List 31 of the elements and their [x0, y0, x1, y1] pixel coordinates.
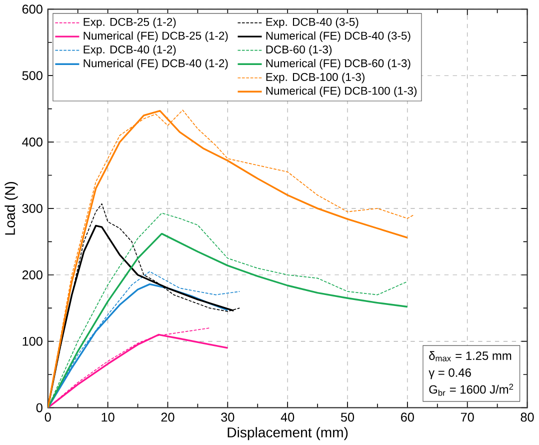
x-axis-title: Displacement (mm) [228, 427, 348, 440]
legend-label: Numerical (FE) DCB-40 (3-5) [266, 31, 410, 42]
y-tick-label: 200 [22, 270, 42, 280]
annotation: γ = 0.46 [428, 368, 471, 380]
x-tick-label: 60 [401, 412, 414, 422]
x-tick-label: 70 [460, 412, 474, 422]
y-axis-title: Load (N) [4, 182, 18, 235]
legend-label: Numerical (FE) DCB-40 (1-2) [84, 59, 228, 70]
y-tick-label: 500 [22, 71, 42, 80]
x-tick-label: 40 [280, 412, 294, 422]
x-tick-label: 30 [221, 412, 234, 422]
y-tick-label: 600 [22, 4, 42, 14]
annotation: G$_{br}$ = 1600 J/m$^{2}$ [429, 384, 514, 396]
y-tick-label: 0 [36, 403, 42, 412]
y-tick-label: 100 [22, 336, 42, 346]
legend-label: Exp. DCB-25 (1-2) [84, 18, 176, 28]
y-tick-label: 300 [22, 204, 42, 213]
x-tick-label: 10 [102, 412, 114, 422]
legend-label: Numerical (FE) DCB-60 (1-3) [266, 59, 410, 70]
x-tick-label: 80 [520, 412, 534, 422]
legend-label: Exp. DCB-40 (1-2) [84, 45, 176, 56]
legend-label: Numerical (FE) DCB-100 (1-3) [266, 86, 417, 98]
y-tick-label: 400 [22, 138, 42, 147]
x-tick-label: 50 [340, 412, 354, 422]
annotation: δ$_{max}$ = 1.25 mm [429, 351, 512, 362]
legend-label: Exp. DCB-40 (3-5) [266, 18, 358, 28]
x-tick-label: 0 [44, 412, 51, 422]
legend-label: Exp. DCB-100 (1-3) [266, 72, 364, 84]
legend-label: DCB-60 (1-3) [266, 45, 332, 56]
x-tick-label: 20 [161, 412, 174, 422]
legend-label: Numerical (FE) DCB-25 (1-2) [84, 31, 228, 42]
